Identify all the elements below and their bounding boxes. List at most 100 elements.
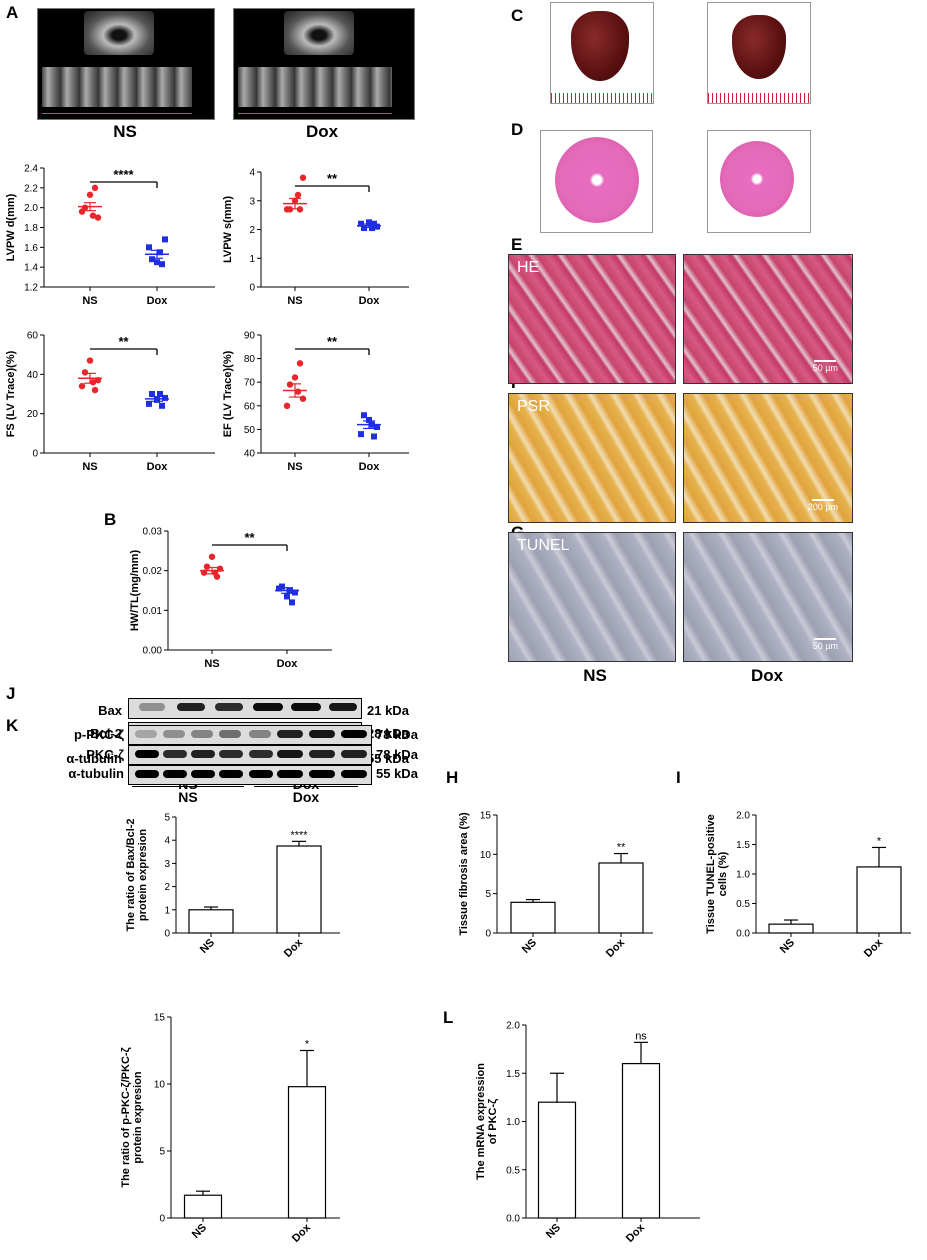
chart-a2-y-tick-label: 4 xyxy=(249,168,255,179)
chart-k-bar-dox xyxy=(287,1086,327,1219)
chart-a4-point-ns xyxy=(286,381,294,388)
chart-a4-point-ns xyxy=(291,374,299,381)
chart-a3-y-label: FS (LV Trace)(%) xyxy=(5,350,17,437)
chart-h-bar-dox xyxy=(598,862,644,934)
chart-b-point-ns xyxy=(203,563,211,570)
chart-l-y-tick-label: 1.5 xyxy=(506,1069,520,1080)
panel-label-b: B xyxy=(104,510,117,529)
echo-image-dox xyxy=(233,8,415,120)
chart-k-y-tick-label: 5 xyxy=(159,1147,165,1158)
chart-a2-point-dox xyxy=(366,219,372,226)
chart-a4-point-dox xyxy=(366,416,372,423)
tunel-stain-label: TUNEL xyxy=(517,537,570,554)
blot-j-row-label: Bax xyxy=(98,703,122,718)
chart-a2-y-tick-label: 2 xyxy=(249,225,255,236)
chart-a4-y-tick-label: 60 xyxy=(244,401,256,412)
blot-k-row-label: PKC-ζ xyxy=(86,747,124,762)
chart-i-y-label: cells (%) xyxy=(717,851,729,896)
chart-h-x-tick-label: NS xyxy=(520,937,539,956)
chart-a1-sig-label: **** xyxy=(113,167,134,182)
chart-a4-point-ns xyxy=(294,388,302,395)
chart-a1-y-tick-label: 2.4 xyxy=(24,164,38,175)
chart-a3-sig-label: ** xyxy=(118,334,129,349)
chart-j-bar-ns xyxy=(188,909,234,934)
chart-j-y-label: The ratio of Bax/Bcl-2 xyxy=(125,818,137,931)
chart-i-sig-label: * xyxy=(877,835,882,847)
chart-k-y-tick-label: 10 xyxy=(154,1080,166,1091)
chart-l-y-tick-label: 0.5 xyxy=(506,1165,520,1176)
chart-a1-point-dox xyxy=(149,256,155,263)
psr-stain-label: PSR xyxy=(517,398,550,415)
tunel-image-dox: 50 µm xyxy=(683,532,853,662)
he-scale-label: 50 µm xyxy=(812,363,838,373)
blot-k-group-underline xyxy=(254,786,358,787)
chart-h-y-tick-label: 5 xyxy=(485,889,491,900)
chart-a2-point-ns xyxy=(294,191,302,199)
echo-image-ns xyxy=(37,8,215,120)
chart-i-y-label: Tissue TUNEL-positive xyxy=(705,814,717,934)
chart-h-bar-ns xyxy=(510,901,556,934)
he-scale-bar: 50 µm xyxy=(813,360,838,373)
blot-k-pkc xyxy=(128,745,372,765)
echo-label-dox: Dox xyxy=(305,122,339,141)
chart-j-y-tick-label: 3 xyxy=(164,859,170,870)
chart-a1-point-dox xyxy=(146,244,152,251)
chart-k-bar-ns xyxy=(183,1194,223,1219)
chart-l-y-label: of PKC-ζ xyxy=(487,1099,499,1144)
chart-a3-y-tick-label: 0 xyxy=(32,449,38,460)
chart-a4-y-tick-label: 50 xyxy=(244,425,256,436)
blot-k-row-label: p-PKC-ζ xyxy=(73,727,124,742)
chart-a4-point-dox xyxy=(371,433,377,440)
chart-k-y-tick-label: 15 xyxy=(154,1013,166,1024)
tunel-scale-bar: 50 µm xyxy=(813,638,838,651)
chart-a3-y-tick-label: 40 xyxy=(27,370,39,381)
chart-a3-point-ns xyxy=(86,357,94,364)
psr-image-dox: 200 µm xyxy=(683,393,853,523)
chart-i-y-tick-label: 0.0 xyxy=(736,929,750,940)
chart-a1-point-ns xyxy=(86,191,94,198)
chart-a4-y-tick-label: 90 xyxy=(244,331,256,342)
chart-a3-point-dox xyxy=(159,402,165,409)
chart-a2-y-tick-label: 1 xyxy=(249,254,255,265)
chart-a4-y-tick-label: 70 xyxy=(244,378,256,389)
chart-a3-point-dox xyxy=(146,400,152,407)
chart-j-y-tick-label: 4 xyxy=(164,836,170,847)
chart-a3-y-tick-label: 60 xyxy=(27,331,39,342)
tunel-image-ns: TUNEL xyxy=(508,532,676,662)
chart-j-x-tick-label: Dox xyxy=(282,936,306,960)
panel-label-l: L xyxy=(443,1008,454,1027)
chart-i-y-tick-label: 1.5 xyxy=(736,840,750,851)
tunel-scale-label: 50 µm xyxy=(812,641,838,651)
chart-a3-x-tick-label: Dox xyxy=(147,461,169,473)
chart-i-x-tick-label: NS xyxy=(778,937,797,956)
chart-j-y-tick-label: 5 xyxy=(164,813,170,824)
chart-a1-point-ns xyxy=(91,184,99,192)
chart-l-x-tick-label: Dox xyxy=(624,1221,648,1245)
chart-l-y-tick-label: 0.0 xyxy=(506,1214,520,1225)
chart-l-sig-label: ns xyxy=(635,1030,647,1042)
blot-j-row-label: Bcl-2 xyxy=(90,726,122,741)
chart-h-x-tick-label: Dox xyxy=(604,936,628,960)
panel-label-h: H xyxy=(446,768,459,787)
panel-label-e: E xyxy=(511,235,523,254)
panel-label-c: C xyxy=(511,6,524,25)
histology-label-dox: Dox xyxy=(750,666,784,685)
chart-h-sig-label: ** xyxy=(617,842,626,854)
chart-a2-point-dox xyxy=(358,220,364,227)
chart-a4-x-tick-label: NS xyxy=(287,461,302,473)
chart-a4-sig-label: ** xyxy=(327,334,338,349)
chart-a3-point-dox xyxy=(157,391,163,397)
panel-label-a: A xyxy=(6,3,19,22)
chart-k-x-tick-label: Dox xyxy=(290,1221,314,1245)
chart-a4-point-dox xyxy=(361,412,367,419)
chart-a1-y-tick-label: 2.0 xyxy=(24,203,38,214)
chart-a4-y-tick-label: 80 xyxy=(244,354,256,365)
chart-b-y-tick-label: 0.03 xyxy=(143,527,163,538)
chart-j-y-label: protein expresion xyxy=(137,829,149,922)
chart-b-point-ns xyxy=(208,553,216,560)
chart-j-x-tick-label: NS xyxy=(198,937,217,956)
chart-i-y-tick-label: 1.0 xyxy=(736,870,750,881)
chart-a4-point-ns xyxy=(296,360,304,367)
heart-photo-ns xyxy=(550,2,654,104)
